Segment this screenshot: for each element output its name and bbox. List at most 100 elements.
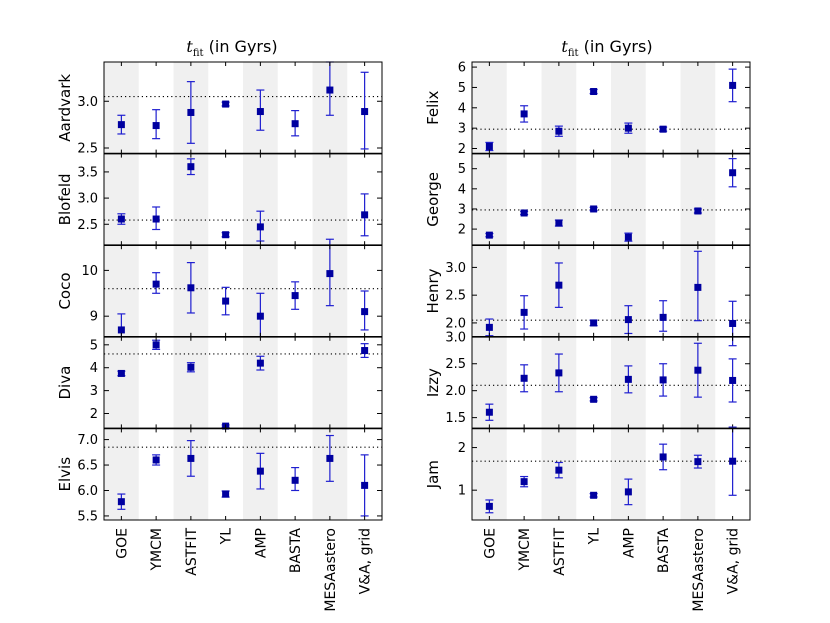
title-rest: (in Gyrs) [204,37,278,56]
right-column-title: tfit (in Gyrs) [561,37,652,59]
data-point [222,490,230,498]
y-tick-label: 3 [458,202,466,217]
data-point [361,308,369,316]
y-tick-label: 2.0 [445,316,466,331]
x-tick-label: V&A, grid [358,528,374,594]
shaded-band [611,428,646,520]
x-tick-label: ASTFIT [184,528,200,576]
data-point [291,120,299,128]
title-rest: (in Gyrs) [579,37,653,56]
data-point [624,316,632,324]
data-point [485,502,493,510]
data-point [117,369,125,377]
data-point [729,169,737,177]
data-point [117,215,125,223]
x-tick-label: GOE [482,528,498,559]
data-point [222,297,230,305]
y-tick-label: 1.5 [445,411,466,426]
panels-layer: 2.53.0Aardvark2.53.03.5Blofeld910Coco234… [56,61,751,524]
data-point [729,376,737,384]
data-point [485,323,493,331]
star-label: Izzy [424,368,442,397]
shaded-band [541,153,577,246]
shaded-band [680,62,716,154]
data-point [729,81,737,89]
data-point [187,363,195,371]
x-tick-label: BASTA [656,528,672,574]
y-tick-label: 2 [458,441,466,456]
y-tick-label: 4 [90,361,98,376]
star-label: Diva [56,366,74,400]
shaded-band [312,153,348,246]
data-point [187,163,195,171]
star-label: Felix [424,91,442,125]
shaded-band [680,153,716,246]
data-point [624,124,632,132]
data-point [256,359,264,367]
panel-coco: 9 10 Coco [56,238,383,347]
data-point [256,312,264,320]
y-tick-label: 3.0 [77,192,98,207]
data-point [291,292,299,300]
data-point [152,122,160,130]
panel-felix: 2 3 4 5 6 Felix [424,61,751,157]
data-point [117,121,125,129]
x-tick-label: BASTA [288,528,304,574]
data-point [590,395,598,403]
y-tick-label: 2 [458,223,466,238]
x-tick-label: YMCM [149,528,165,572]
data-point [694,366,702,374]
y-tick-label: 5 [458,162,466,177]
data-point [555,281,563,289]
x-axis-tick-labels: GOE YMCM ASTFIT YL AMP BASTA MESAastero V&A, gr… [114,528,741,612]
y-tick-label: 3.5 [77,165,98,180]
y-tick-label: 10 [81,264,98,279]
data-point [590,205,598,213]
y-tick-label: 3.0 [445,330,466,345]
x-tick-label: ASTFIT [552,528,568,576]
data-point [659,313,667,321]
y-tick-label: 2.5 [445,357,466,372]
y-tick-label: 5 [90,338,98,353]
data-point [729,319,737,327]
y-tick-label: 2.5 [77,218,98,233]
data-point [361,347,369,355]
x-tick-label: YL [587,528,603,546]
y-tick-label: 9 [90,310,98,325]
star-label: George [424,172,442,227]
data-point [152,456,160,464]
y-tick-label: 6 [458,61,466,76]
title-symbol: t [186,37,193,56]
data-point [694,283,702,291]
data-point [326,270,334,278]
data-point [222,100,230,108]
x-tick-label: MESAastero [323,528,339,612]
shaded-band [680,428,716,520]
star-label: Coco [56,272,74,309]
panel-george: 2 3 4 5 George [424,153,751,246]
shaded-band [472,153,507,246]
y-tick-label: 2.5 [77,141,98,156]
title-subscript: fit [193,48,204,59]
x-tick-label: GOE [114,528,130,559]
data-point [694,458,702,466]
y-tick-label: 3 [458,122,466,137]
star-label: Blofeld [56,173,74,225]
data-point [624,233,632,241]
y-tick-label: 3 [90,384,98,399]
data-point [590,491,598,499]
shaded-band [173,336,209,429]
y-tick-label: 2.0 [445,384,466,399]
data-point [520,478,528,486]
data-point [326,454,334,462]
panel-izzy: 1.5 2.0 2.5 3.0 Izzy [424,330,751,429]
data-point [555,127,563,135]
y-tick-label: 4 [458,101,466,116]
data-point [187,454,195,462]
data-point [555,219,563,227]
left-column-title: tfit (in Gyrs) [186,37,277,59]
panel-diva: 2 3 4 5 Diva [56,336,383,430]
data-point [256,467,264,475]
